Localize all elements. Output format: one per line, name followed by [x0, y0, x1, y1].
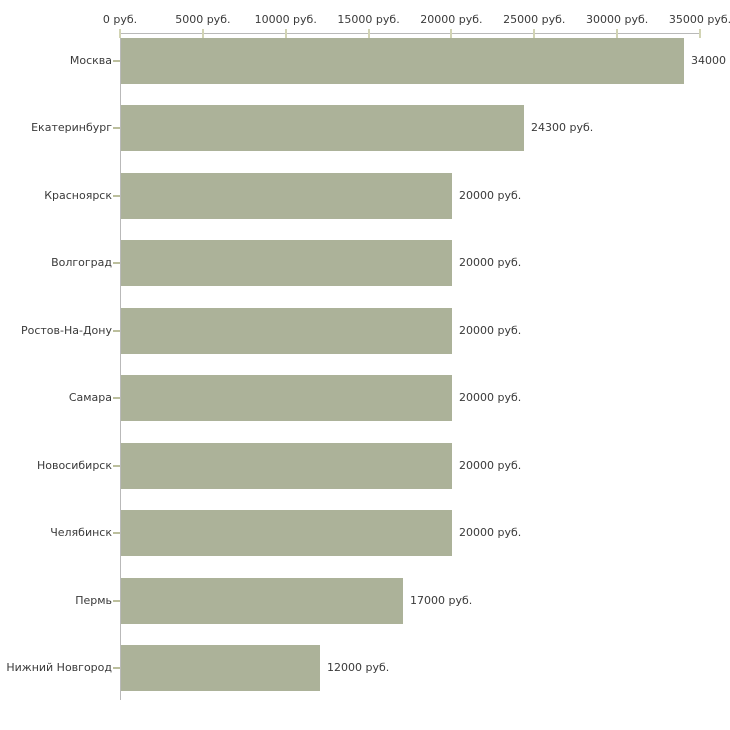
x-axis-tick-label: 15000 руб. — [337, 13, 400, 26]
y-axis-tick — [113, 397, 120, 399]
bar — [121, 307, 452, 354]
x-axis-tick — [616, 29, 619, 38]
bar — [121, 375, 452, 421]
value-label: 20000 руб. — [459, 391, 522, 404]
y-axis-tick — [113, 532, 120, 534]
x-axis-tick-label: 30000 руб. — [586, 13, 649, 26]
y-axis-line — [120, 33, 121, 700]
bar — [121, 442, 452, 489]
value-label: 20000 руб. — [459, 323, 522, 337]
value-label: 20000 руб. — [459, 188, 522, 202]
y-axis-tick — [113, 329, 120, 332]
value-label: 24300 руб. — [531, 121, 594, 134]
bar — [121, 510, 452, 556]
category-label: Новосибирск — [36, 458, 112, 472]
bar — [121, 105, 524, 151]
x-axis-tick — [201, 29, 204, 38]
bar — [121, 240, 452, 286]
x-axis-tick-label: 10000 руб. — [254, 13, 317, 26]
category-label: Красноярск — [44, 188, 112, 202]
value-label: 20000 руб. — [459, 256, 522, 269]
bar — [121, 645, 320, 691]
value-label: 12000 руб. — [327, 661, 390, 674]
x-axis-tick-label: 0 руб. — [102, 13, 138, 26]
x-axis-tick — [367, 29, 370, 38]
category-label: Челябинск — [50, 526, 112, 539]
y-axis-tick — [113, 262, 120, 264]
x-axis-tick-label: 5000 руб. — [175, 13, 231, 26]
category-label: Нижний Новгород — [6, 661, 112, 674]
bar — [121, 172, 452, 219]
category-label: Волгоград — [51, 256, 112, 269]
value-label: 17000 руб. — [410, 593, 473, 607]
category-label: Москва — [69, 53, 112, 67]
x-axis-tick — [533, 29, 536, 38]
category-label: Ростов-На-Дону — [20, 323, 112, 337]
y-axis-tick — [113, 59, 120, 62]
x-axis-tick-label: 25000 руб. — [503, 13, 566, 26]
x-axis-tick — [284, 29, 287, 38]
x-axis-line — [120, 33, 701, 34]
category-label: Самара — [68, 391, 112, 404]
x-axis-tick — [699, 29, 701, 38]
y-axis-tick — [113, 194, 120, 197]
value-label: 20000 руб. — [459, 458, 522, 472]
y-axis-tick — [113, 464, 120, 467]
category-label: Екатеринбург — [31, 121, 112, 134]
x-axis-tick — [119, 29, 121, 38]
bar — [121, 37, 684, 84]
value-label: 34000 руб. — [691, 53, 730, 67]
x-axis-tick — [450, 29, 453, 38]
category-label: Пермь — [75, 593, 112, 607]
x-axis-tick-label: 20000 руб. — [420, 13, 483, 26]
value-label: 20000 руб. — [459, 526, 522, 539]
bar — [121, 577, 403, 624]
y-axis-tick — [113, 599, 120, 602]
y-axis-tick — [113, 127, 120, 129]
x-axis-tick-label: 35000 руб. — [668, 13, 730, 26]
y-axis-tick — [113, 667, 120, 669]
